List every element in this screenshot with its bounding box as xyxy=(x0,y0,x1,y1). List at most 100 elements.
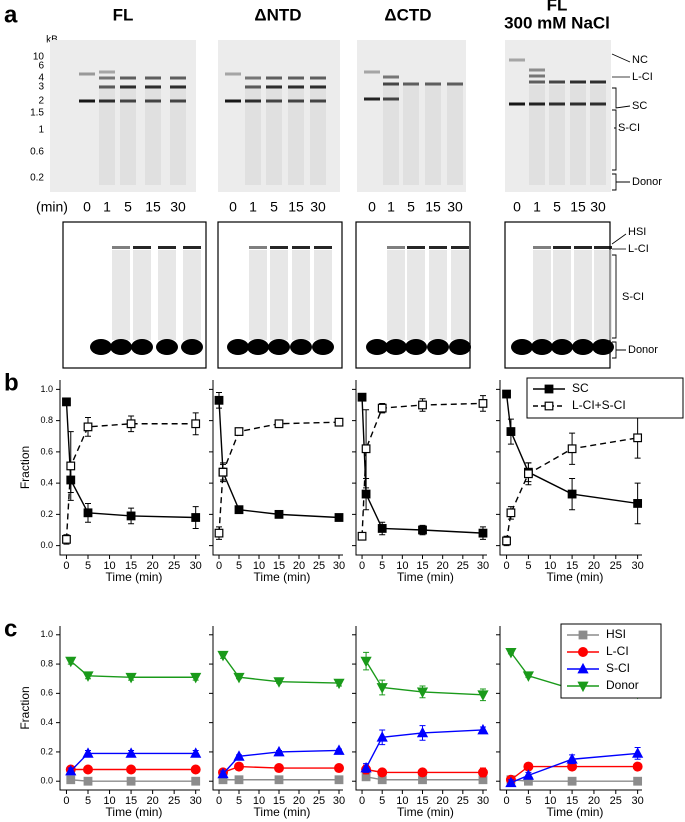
x-tick-label: 20 xyxy=(437,795,449,807)
gel-band xyxy=(533,246,551,249)
gel-band xyxy=(79,72,95,76)
lane-time: 15 xyxy=(288,199,304,215)
series xyxy=(360,651,489,702)
x-tick-label: 15 xyxy=(125,560,137,572)
gel-band xyxy=(509,58,525,62)
series-line xyxy=(222,654,340,684)
marker xyxy=(505,776,517,788)
legend-label: L-CI xyxy=(606,644,629,658)
legend-marker xyxy=(544,384,554,394)
x-tick-label: 30 xyxy=(477,795,489,807)
gel-band xyxy=(310,85,326,89)
x-tick-label: 5 xyxy=(85,795,91,807)
marker xyxy=(66,775,76,785)
gel-title: ΔCTD xyxy=(384,5,431,24)
x-tick-label: 25 xyxy=(610,795,622,807)
x-tick-label: 30 xyxy=(632,560,644,572)
marker xyxy=(273,745,285,757)
series-line xyxy=(365,776,483,781)
y-tick-label: 0.2 xyxy=(40,509,53,519)
y-tick-label: 0.0 xyxy=(40,540,53,550)
x-tick-label: 5 xyxy=(85,560,91,572)
marker xyxy=(632,747,644,758)
gel-blob xyxy=(156,339,178,355)
time-label: (min) xyxy=(36,199,68,215)
gel-smear xyxy=(387,250,405,340)
gel-smear xyxy=(451,250,469,340)
gel-blob xyxy=(449,339,471,355)
marker xyxy=(477,767,488,778)
series-line xyxy=(361,397,484,534)
y-axis-label: Fraction xyxy=(18,446,32,489)
axis xyxy=(355,380,487,556)
x-tick-label: 10 xyxy=(103,560,115,572)
gel-smear xyxy=(383,85,399,185)
axis xyxy=(499,626,642,791)
series-line xyxy=(70,752,196,772)
gel-smear xyxy=(549,85,565,185)
marker xyxy=(126,764,137,775)
marker xyxy=(62,534,71,544)
gel-smear xyxy=(99,85,115,185)
gel-band xyxy=(509,102,525,106)
gel-band xyxy=(574,246,592,249)
series xyxy=(62,412,201,545)
y-tick-label: 0.6 xyxy=(40,688,53,698)
marker xyxy=(217,767,229,779)
band-label: Donor xyxy=(628,344,658,356)
series-line xyxy=(510,779,638,782)
gel-band xyxy=(594,246,612,249)
gel-band xyxy=(529,68,545,72)
marker xyxy=(522,671,535,682)
bracket xyxy=(612,109,617,171)
marker xyxy=(126,419,136,429)
marker xyxy=(361,489,371,499)
x-tick-label: 30 xyxy=(333,560,345,572)
marker xyxy=(274,763,285,774)
marker xyxy=(82,764,93,775)
axis xyxy=(355,626,487,791)
gel-band xyxy=(314,246,332,249)
x-axis-label: Time (min) xyxy=(254,805,311,819)
marker xyxy=(218,467,228,477)
x-tick-label: 15 xyxy=(273,560,285,572)
marker xyxy=(360,656,372,668)
axis xyxy=(212,626,343,791)
x-tick-label: 10 xyxy=(253,795,265,807)
y-tick-label: 0.4 xyxy=(40,478,53,488)
gel-band xyxy=(249,246,267,249)
gel-blob xyxy=(366,339,388,355)
gel-smear xyxy=(158,250,176,340)
band-label: HSI xyxy=(628,226,646,238)
marker xyxy=(478,528,488,538)
x-tick-label: 10 xyxy=(396,795,408,807)
series xyxy=(214,392,344,522)
gel-blob xyxy=(405,339,427,355)
x-tick-label: 20 xyxy=(293,795,305,807)
gel-blob xyxy=(592,339,614,355)
gel-band xyxy=(79,99,95,103)
x-axis-label: Time (min) xyxy=(106,805,163,819)
gel-title: ΔNTD xyxy=(254,5,301,24)
gel-band xyxy=(364,97,380,101)
gel-band xyxy=(99,85,115,89)
lane-time: 1 xyxy=(387,199,395,215)
series xyxy=(361,772,488,785)
gel-blob xyxy=(511,339,533,355)
marker xyxy=(360,761,372,773)
gel-band xyxy=(425,82,441,86)
bracket xyxy=(612,254,617,339)
marker xyxy=(633,776,643,786)
gel-band xyxy=(170,99,186,103)
lane-time: 30 xyxy=(310,199,326,215)
gel-band xyxy=(225,72,241,76)
gel-band xyxy=(99,76,115,80)
x-tick-label: 25 xyxy=(313,795,325,807)
bracket xyxy=(612,341,626,359)
gel-title: FL xyxy=(547,0,568,14)
marker xyxy=(274,419,284,429)
gel-blob xyxy=(227,339,249,355)
leader-line xyxy=(611,233,627,245)
gel-blob xyxy=(385,339,407,355)
marker xyxy=(633,433,643,443)
